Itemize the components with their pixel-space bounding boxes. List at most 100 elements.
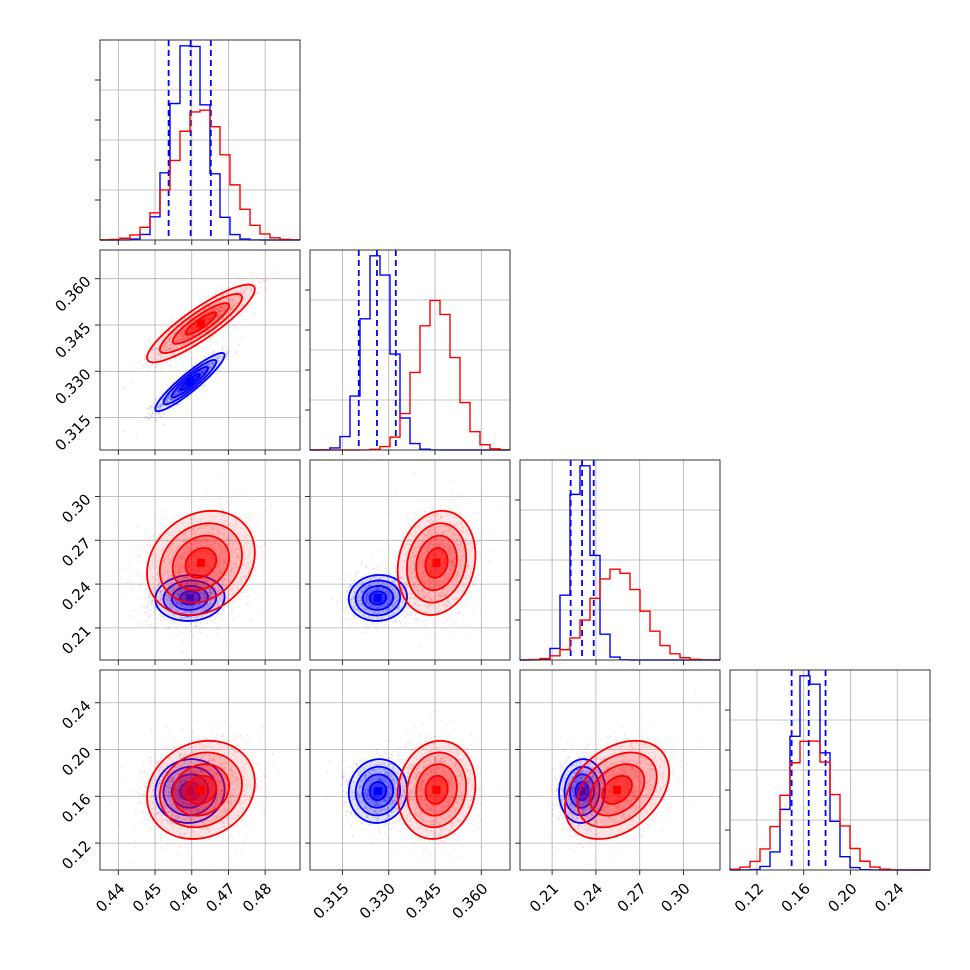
sample-point xyxy=(205,364,208,367)
sample-point xyxy=(181,334,184,337)
sample-point xyxy=(220,305,223,308)
sample-point xyxy=(250,287,253,290)
sample-point xyxy=(229,349,232,352)
sample-point xyxy=(237,295,240,298)
sample-point xyxy=(147,417,150,420)
sample-point xyxy=(257,279,260,282)
sample-point xyxy=(174,393,177,396)
sample-point xyxy=(148,367,151,370)
sample-point xyxy=(246,308,249,311)
sample-point xyxy=(230,301,233,304)
sample-point xyxy=(219,306,222,309)
sample-point xyxy=(225,500,228,503)
sample-point xyxy=(177,390,180,393)
sample-point xyxy=(215,316,218,319)
sample-point xyxy=(227,312,230,315)
sample-point xyxy=(162,349,165,352)
sample-point xyxy=(157,411,160,414)
sample-point xyxy=(208,369,211,372)
sample-point xyxy=(160,403,163,406)
sample-point xyxy=(208,587,211,590)
sample-point xyxy=(180,335,183,338)
sample-point xyxy=(184,334,187,337)
sample-point xyxy=(150,362,153,365)
sample-point xyxy=(178,338,181,341)
sample-point xyxy=(220,318,223,321)
sample-point xyxy=(226,306,229,309)
sample-point xyxy=(122,430,125,433)
sample-point xyxy=(180,343,183,346)
sample-point xyxy=(207,310,210,313)
sample-point xyxy=(160,348,163,351)
sample-point xyxy=(243,490,246,493)
sample-point xyxy=(174,324,177,327)
sample-point xyxy=(251,280,254,283)
sample-point xyxy=(163,354,166,357)
sample-point xyxy=(150,413,153,416)
sample-point xyxy=(156,352,159,355)
sample-point xyxy=(256,292,259,295)
sample-point xyxy=(172,394,175,397)
sample-point xyxy=(124,594,127,597)
sample-point xyxy=(260,278,263,281)
sample-point xyxy=(254,527,257,530)
sample-point xyxy=(166,400,169,403)
sample-point xyxy=(227,309,230,312)
sample-point xyxy=(164,596,167,599)
sample-point xyxy=(157,405,160,408)
sample-point xyxy=(160,356,163,359)
sample-point xyxy=(214,356,217,359)
sample-point xyxy=(183,337,186,340)
sample-point xyxy=(169,343,172,346)
sample-point xyxy=(222,294,225,297)
sample-point xyxy=(216,633,219,636)
sample-point xyxy=(170,336,173,339)
sample-point xyxy=(158,404,161,407)
sample-point xyxy=(131,381,134,384)
sample-point xyxy=(171,398,174,401)
sample-point xyxy=(212,362,215,365)
sample-point xyxy=(175,338,178,341)
sample-point xyxy=(235,351,238,354)
sample-point xyxy=(220,310,223,313)
sample-point xyxy=(143,355,146,358)
sample-point xyxy=(165,398,168,401)
sample-point xyxy=(225,304,228,307)
sample-point xyxy=(135,367,138,370)
sample-point xyxy=(219,308,222,311)
sample-point xyxy=(122,386,125,389)
sample-point xyxy=(202,364,205,367)
sample-point xyxy=(222,618,225,621)
sample-point xyxy=(207,306,210,309)
sample-point xyxy=(153,358,156,361)
sample-point xyxy=(202,295,205,298)
sample-point xyxy=(194,625,197,628)
sample-point xyxy=(242,591,245,594)
sample-point xyxy=(218,369,221,372)
sample-point xyxy=(198,627,201,630)
sample-point xyxy=(217,332,220,335)
sample-point xyxy=(246,603,249,606)
sample-point xyxy=(169,607,172,610)
sample-point xyxy=(209,365,212,368)
sample-point xyxy=(154,418,157,421)
sample-point xyxy=(158,402,161,405)
sample-point xyxy=(256,523,259,526)
sample-point xyxy=(155,358,158,361)
sample-point xyxy=(183,336,186,339)
sample-point xyxy=(239,280,242,283)
sample-point xyxy=(203,369,206,372)
sample-point xyxy=(203,303,206,306)
sample-point xyxy=(147,340,150,343)
sample-point xyxy=(175,390,178,393)
sample-point xyxy=(197,630,200,633)
sample-point xyxy=(176,594,179,597)
sample-point xyxy=(157,405,160,408)
sample-point xyxy=(242,300,245,303)
sample-point xyxy=(117,570,120,573)
sample-point xyxy=(218,310,221,313)
sample-point xyxy=(240,288,243,291)
sample-point xyxy=(201,371,204,374)
sample-point xyxy=(203,356,206,359)
sample-point xyxy=(134,535,137,538)
